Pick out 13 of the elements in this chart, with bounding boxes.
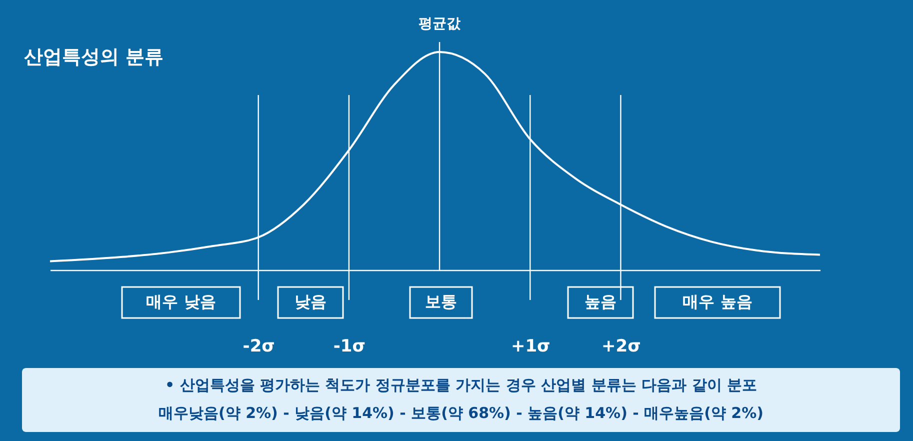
text: 매우 낮음 xyxy=(146,292,216,311)
text: 높음 xyxy=(584,292,616,311)
text: 낮음 xyxy=(294,292,326,311)
x-tick-label: +1σ xyxy=(510,336,550,356)
text: • 산업특성을 평가하는 척도가 정규분포를 가지는 경우 산업별 분류는 다음과 같이 분포 xyxy=(164,376,758,394)
x-tick-label: -1σ xyxy=(333,336,366,356)
text: 매우낮음(약 2%) - 낮음(약 14%) - 보통(약 68%) - 높음(약 14%) - 매우높음(약 2%) xyxy=(158,404,764,422)
ref-line-label: 평균값 xyxy=(418,16,462,32)
x-tick-label: +2σ xyxy=(602,336,641,356)
text: 매우 높음 xyxy=(682,292,752,311)
chart-title: 산업특성의 분류 xyxy=(24,46,164,68)
text: 보통 xyxy=(425,292,457,311)
x-tick-label: -2σ xyxy=(242,336,275,356)
